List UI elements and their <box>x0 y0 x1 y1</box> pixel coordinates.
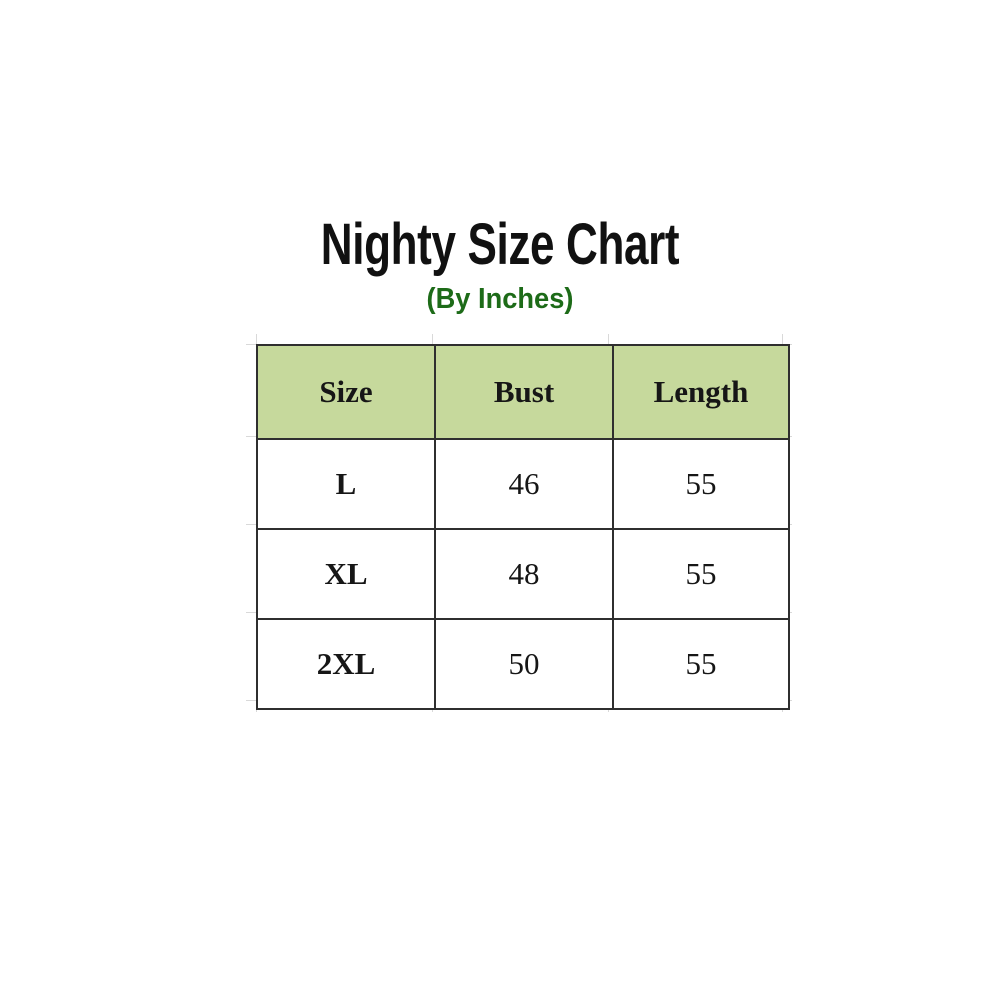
cell-length: 55 <box>612 618 790 710</box>
page-title: Nighty Size Chart <box>320 212 680 277</box>
size-chart-table: Size Bust Length L 46 55 XL 48 55 2XL 50… <box>256 344 790 710</box>
table-row: 2XL 50 55 <box>256 618 790 710</box>
cell-size: 2XL <box>256 618 436 710</box>
grid-tick-colB-above <box>432 334 433 345</box>
grid-tick-row1-left <box>246 436 257 437</box>
column-header-bust: Bust <box>434 344 614 440</box>
grid-tick-row2-left <box>246 524 257 525</box>
grid-tick-colA-above <box>256 334 257 345</box>
cell-size: L <box>256 438 436 530</box>
table-header: Size Bust Length <box>256 344 790 440</box>
grid-tick-row3-left <box>246 612 257 613</box>
table-header-row: Size Bust Length <box>256 344 790 440</box>
cell-bust: 48 <box>434 528 614 620</box>
grid-tick-top-left <box>246 344 257 345</box>
table-body: L 46 55 XL 48 55 2XL 50 55 <box>256 438 790 710</box>
table-row: XL 48 55 <box>256 528 790 620</box>
cell-bust: 50 <box>434 618 614 710</box>
grid-tick-colD-above <box>782 334 783 345</box>
cell-size: XL <box>256 528 436 620</box>
column-header-length: Length <box>612 344 790 440</box>
page-subtitle: (By Inches) <box>426 283 574 315</box>
table-row: L 46 55 <box>256 438 790 530</box>
cell-length: 55 <box>612 528 790 620</box>
cell-bust: 46 <box>434 438 614 530</box>
column-header-size: Size <box>256 344 436 440</box>
grid-tick-colC-above <box>608 334 609 345</box>
grid-tick-bottom-left <box>246 700 257 701</box>
title-block: Nighty Size Chart (By Inches) <box>0 214 1000 316</box>
cell-length: 55 <box>612 438 790 530</box>
